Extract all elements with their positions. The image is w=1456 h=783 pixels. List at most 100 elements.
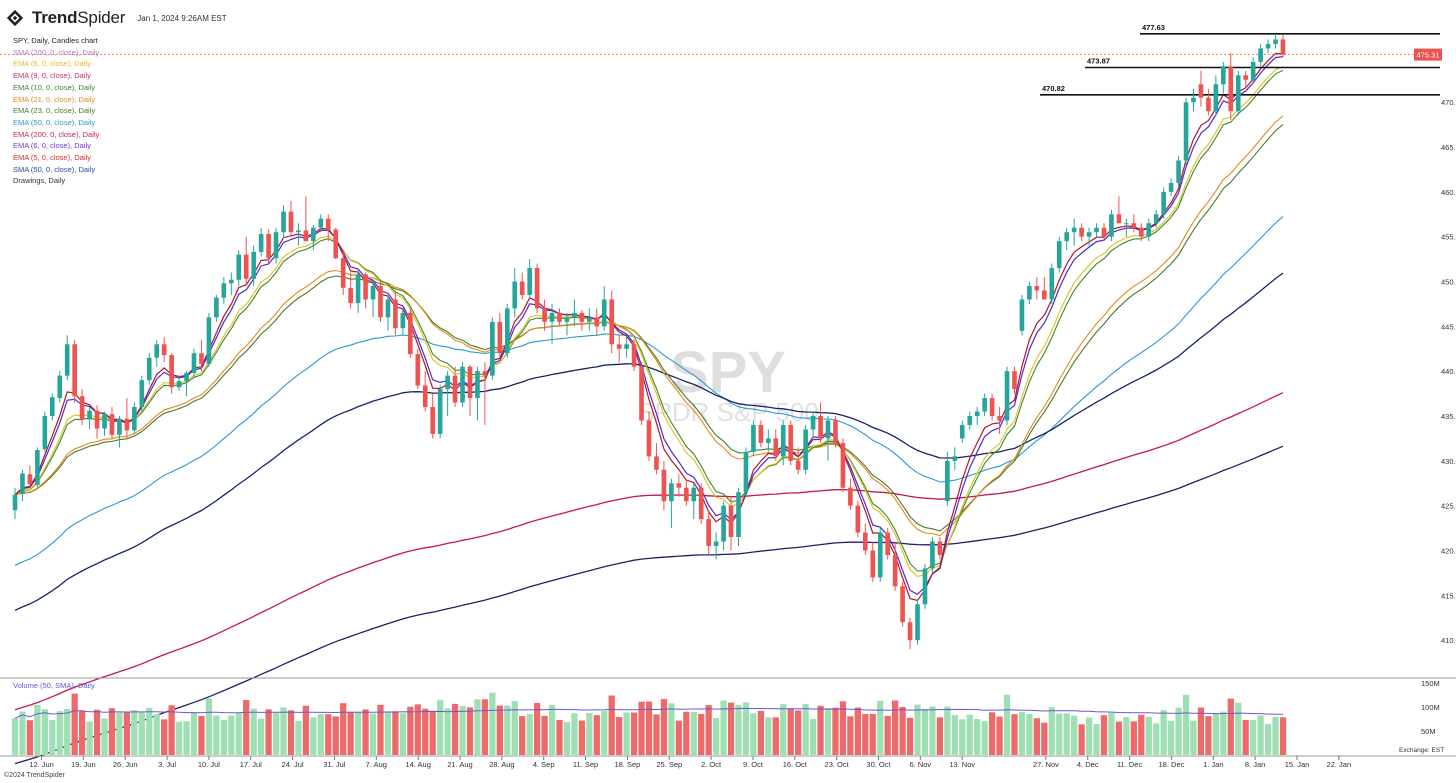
volume-bar[interactable] — [280, 707, 287, 755]
volume-bar[interactable] — [108, 708, 116, 755]
volume-bar[interactable] — [623, 712, 630, 755]
candle[interactable] — [1071, 218, 1077, 246]
volume-bar[interactable] — [906, 717, 914, 755]
candle[interactable] — [833, 416, 838, 448]
candle[interactable] — [243, 236, 249, 286]
candle[interactable] — [124, 398, 130, 439]
volume-bar[interactable] — [325, 714, 332, 755]
volume-bar[interactable] — [1130, 721, 1137, 755]
candle[interactable] — [497, 312, 503, 358]
candle[interactable] — [751, 420, 756, 457]
volume-bar[interactable] — [429, 710, 436, 755]
volume-bar[interactable] — [541, 715, 548, 755]
candle[interactable] — [601, 286, 607, 331]
volume-bar[interactable] — [354, 711, 362, 755]
volume-bar[interactable] — [817, 705, 824, 755]
volume-bar[interactable] — [742, 702, 750, 755]
volume-bar[interactable] — [422, 708, 429, 755]
volume-bar[interactable] — [250, 708, 257, 755]
legend-item[interactable]: Drawings, Daily — [13, 176, 66, 186]
volume-bar[interactable] — [1003, 694, 1011, 755]
volume-bar[interactable] — [153, 714, 160, 755]
candle[interactable] — [154, 339, 160, 367]
volume-bar[interactable] — [824, 707, 832, 755]
volume-bar[interactable] — [19, 711, 26, 755]
candle[interactable] — [519, 272, 525, 300]
volume-bar[interactable] — [884, 715, 891, 755]
candle[interactable] — [415, 348, 421, 390]
volume-bar[interactable] — [556, 719, 563, 755]
volume-bar[interactable] — [302, 705, 310, 755]
candle[interactable] — [1019, 294, 1025, 336]
candle[interactable] — [564, 312, 570, 336]
candle[interactable] — [72, 339, 77, 403]
volume-bar[interactable] — [1235, 702, 1242, 755]
candle[interactable] — [989, 393, 995, 421]
candle[interactable] — [445, 371, 450, 416]
volume-legend[interactable]: Volume (50, SMA), Daily — [13, 681, 95, 690]
candle[interactable] — [1273, 33, 1278, 49]
candle[interactable] — [848, 478, 853, 511]
candle[interactable] — [1176, 156, 1181, 188]
candle[interactable] — [408, 308, 413, 358]
volume-bar[interactable] — [228, 715, 235, 755]
volume-bar[interactable] — [1145, 716, 1152, 755]
candle[interactable] — [512, 268, 518, 318]
candle[interactable] — [1228, 52, 1234, 121]
candle[interactable] — [877, 528, 883, 582]
candle[interactable] — [1027, 281, 1032, 304]
volume-bar[interactable] — [809, 719, 817, 755]
volume-bar[interactable] — [347, 711, 354, 755]
candle[interactable] — [661, 460, 667, 511]
volume-bar[interactable] — [727, 702, 735, 755]
volume-bar[interactable] — [593, 715, 600, 755]
candle[interactable] — [348, 272, 353, 309]
candle[interactable] — [542, 299, 547, 331]
candle[interactable] — [296, 223, 301, 246]
candle[interactable] — [169, 353, 174, 394]
volume-bar[interactable] — [11, 718, 19, 755]
candle[interactable] — [646, 411, 652, 461]
candle[interactable] — [490, 317, 495, 381]
legend-item[interactable]: EMA (5, 0, close), Daily — [13, 153, 91, 163]
candle[interactable] — [631, 339, 637, 372]
volume-bar[interactable] — [757, 710, 765, 755]
volume-bar[interactable] — [101, 718, 108, 755]
volume-bar[interactable] — [243, 700, 250, 755]
volume-bar[interactable] — [660, 699, 668, 755]
volume-bar[interactable] — [41, 709, 48, 755]
candle[interactable] — [1265, 39, 1271, 53]
volume-bar[interactable] — [272, 712, 280, 755]
volume-bar[interactable] — [161, 719, 168, 755]
volume-bar[interactable] — [929, 706, 936, 755]
candle[interactable] — [467, 364, 473, 416]
candle[interactable] — [27, 465, 33, 488]
candle[interactable] — [609, 290, 615, 354]
candle[interactable] — [64, 335, 70, 381]
candle[interactable] — [721, 501, 726, 551]
candle[interactable] — [773, 429, 779, 461]
candle[interactable] — [825, 416, 831, 461]
candle[interactable] — [1280, 34, 1286, 58]
volume-bar[interactable] — [787, 708, 794, 755]
candle[interactable] — [855, 501, 861, 538]
volume-bar[interactable] — [951, 714, 958, 755]
volume-bar[interactable] — [1115, 721, 1123, 755]
volume-bar[interactable] — [959, 719, 966, 755]
candle[interactable] — [1101, 223, 1107, 242]
volume-bar[interactable] — [675, 720, 682, 755]
volume-bar[interactable] — [1220, 711, 1227, 755]
volume-bar[interactable] — [735, 704, 742, 755]
volume-bar[interactable] — [832, 707, 839, 755]
volume-bar[interactable] — [146, 707, 153, 755]
candle[interactable] — [1183, 97, 1189, 165]
candle[interactable] — [818, 402, 823, 443]
candle[interactable] — [974, 407, 980, 425]
volume-bar[interactable] — [974, 719, 981, 755]
candle[interactable] — [1034, 277, 1040, 300]
candle[interactable] — [1250, 57, 1256, 85]
volume-bar[interactable] — [496, 705, 503, 755]
volume-bar[interactable] — [780, 704, 787, 755]
volume-bar[interactable] — [533, 702, 541, 755]
candle[interactable] — [1004, 366, 1010, 425]
